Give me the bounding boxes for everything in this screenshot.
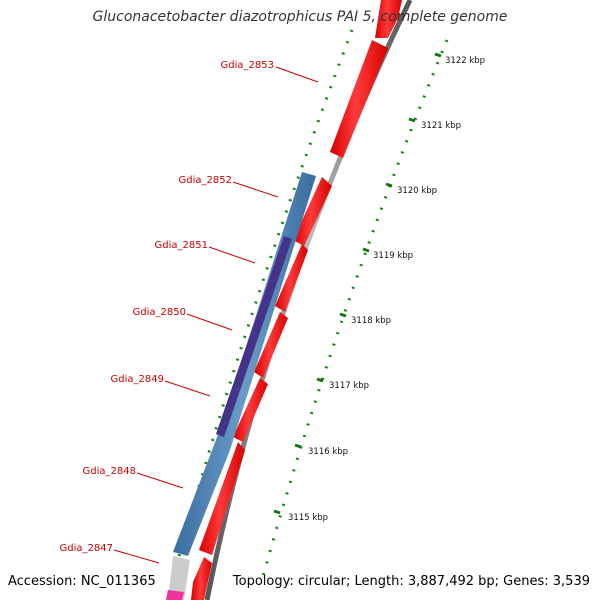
genome-backbone [204, 0, 413, 600]
scale-label: 3118 kbp [351, 316, 391, 326]
major-ticks [273, 52, 442, 515]
scale-label: 3119 kbp [373, 251, 413, 261]
gene-arrow-gdia-2850[interactable] [254, 312, 288, 378]
scale-label: 3120 kbp [397, 186, 437, 196]
scale-label: 3115 kbp [288, 513, 328, 523]
gene-label[interactable]: Gdia_2851 [155, 240, 208, 251]
gene-label[interactable]: Gdia_2850 [133, 307, 186, 318]
gene-arrow-gdia-2848[interactable] [199, 442, 245, 555]
scale-label: 3122 kbp [445, 56, 485, 66]
gray-segment [168, 556, 190, 600]
gene-label[interactable]: Gdia_2847 [60, 543, 113, 554]
topology-text: Topology: circular; Length: 3,887,492 bp… [232, 574, 590, 589]
pink-segment [166, 590, 184, 600]
gene-leader-lines [113, 66, 319, 564]
scale-labels: 3122 kbp 3121 kbp 3120 kbp 3119 kbp 3118… [288, 56, 485, 523]
gene-arrow-gdia-2851[interactable] [275, 244, 308, 312]
map-title: Gluconacetobacter diazotrophicus PAI 5, … [92, 9, 508, 25]
gene-arrow-top[interactable] [375, 0, 402, 38]
gene-labels: Gdia_2853 Gdia_2852 Gdia_2851 Gdia_2850 … [60, 60, 274, 554]
accession-text: Accession: NC_011365 [8, 574, 156, 589]
gene-label[interactable]: Gdia_2848 [83, 466, 136, 477]
gene-arrow-gdia-2853[interactable] [330, 40, 388, 158]
gene-label[interactable]: Gdia_2852 [179, 175, 232, 186]
forward-gene-track [191, 0, 402, 600]
scale-label: 3117 kbp [329, 381, 369, 391]
gene-arrow-gdia-2849[interactable] [233, 378, 268, 442]
hit-bar[interactable] [216, 236, 292, 437]
gene-arrow-gdia-2852[interactable] [293, 177, 332, 246]
gene-arrow-gdia-2847[interactable] [191, 557, 212, 600]
scale-label: 3121 kbp [421, 121, 461, 131]
gene-label[interactable]: Gdia_2853 [221, 60, 274, 71]
scale-label: 3116 kbp [308, 447, 348, 457]
gene-label[interactable]: Gdia_2849 [111, 374, 164, 385]
